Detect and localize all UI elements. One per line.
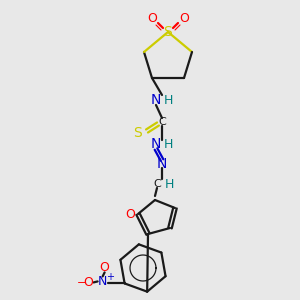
- Text: N: N: [151, 93, 161, 107]
- Text: H: H: [164, 178, 174, 190]
- Text: N: N: [151, 137, 161, 151]
- Text: H: H: [163, 94, 173, 106]
- Text: O: O: [84, 276, 94, 289]
- Text: N: N: [98, 275, 107, 288]
- Text: C: C: [153, 179, 161, 189]
- Text: C: C: [158, 117, 166, 127]
- Text: O: O: [100, 261, 110, 274]
- Text: H: H: [163, 137, 173, 151]
- Text: N: N: [157, 157, 167, 171]
- Text: S: S: [164, 25, 172, 39]
- Text: O: O: [147, 11, 157, 25]
- Text: +: +: [106, 272, 114, 282]
- Text: O: O: [125, 208, 135, 220]
- Text: −: −: [77, 278, 86, 288]
- Text: O: O: [179, 11, 189, 25]
- Text: S: S: [133, 126, 141, 140]
